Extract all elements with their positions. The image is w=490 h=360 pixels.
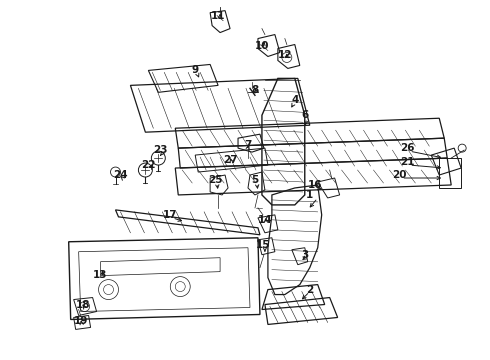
Text: 4: 4 — [291, 95, 298, 105]
Text: 21: 21 — [400, 157, 415, 167]
Text: 26: 26 — [400, 143, 415, 153]
Text: 3: 3 — [301, 250, 308, 260]
Text: 17: 17 — [163, 210, 177, 220]
Text: 19: 19 — [74, 316, 88, 327]
Text: 15: 15 — [256, 240, 270, 250]
Text: 2: 2 — [306, 284, 314, 294]
Text: 10: 10 — [255, 41, 269, 50]
Text: 12: 12 — [278, 50, 292, 60]
Text: 5: 5 — [251, 175, 259, 185]
Text: 16: 16 — [308, 180, 322, 190]
Text: 6: 6 — [301, 110, 308, 120]
Text: 11: 11 — [211, 11, 225, 21]
Text: 7: 7 — [245, 140, 252, 150]
Text: 22: 22 — [141, 160, 156, 170]
Text: 27: 27 — [223, 155, 237, 165]
Text: 1: 1 — [306, 190, 314, 200]
Text: 23: 23 — [153, 145, 168, 155]
Text: 25: 25 — [208, 175, 222, 185]
Text: 18: 18 — [75, 300, 90, 310]
Text: 9: 9 — [192, 66, 199, 76]
Text: 14: 14 — [258, 215, 272, 225]
Text: 24: 24 — [113, 170, 128, 180]
Text: 20: 20 — [392, 170, 407, 180]
Text: 8: 8 — [251, 85, 259, 95]
Bar — [439, 158, 461, 188]
Text: 13: 13 — [93, 270, 108, 280]
